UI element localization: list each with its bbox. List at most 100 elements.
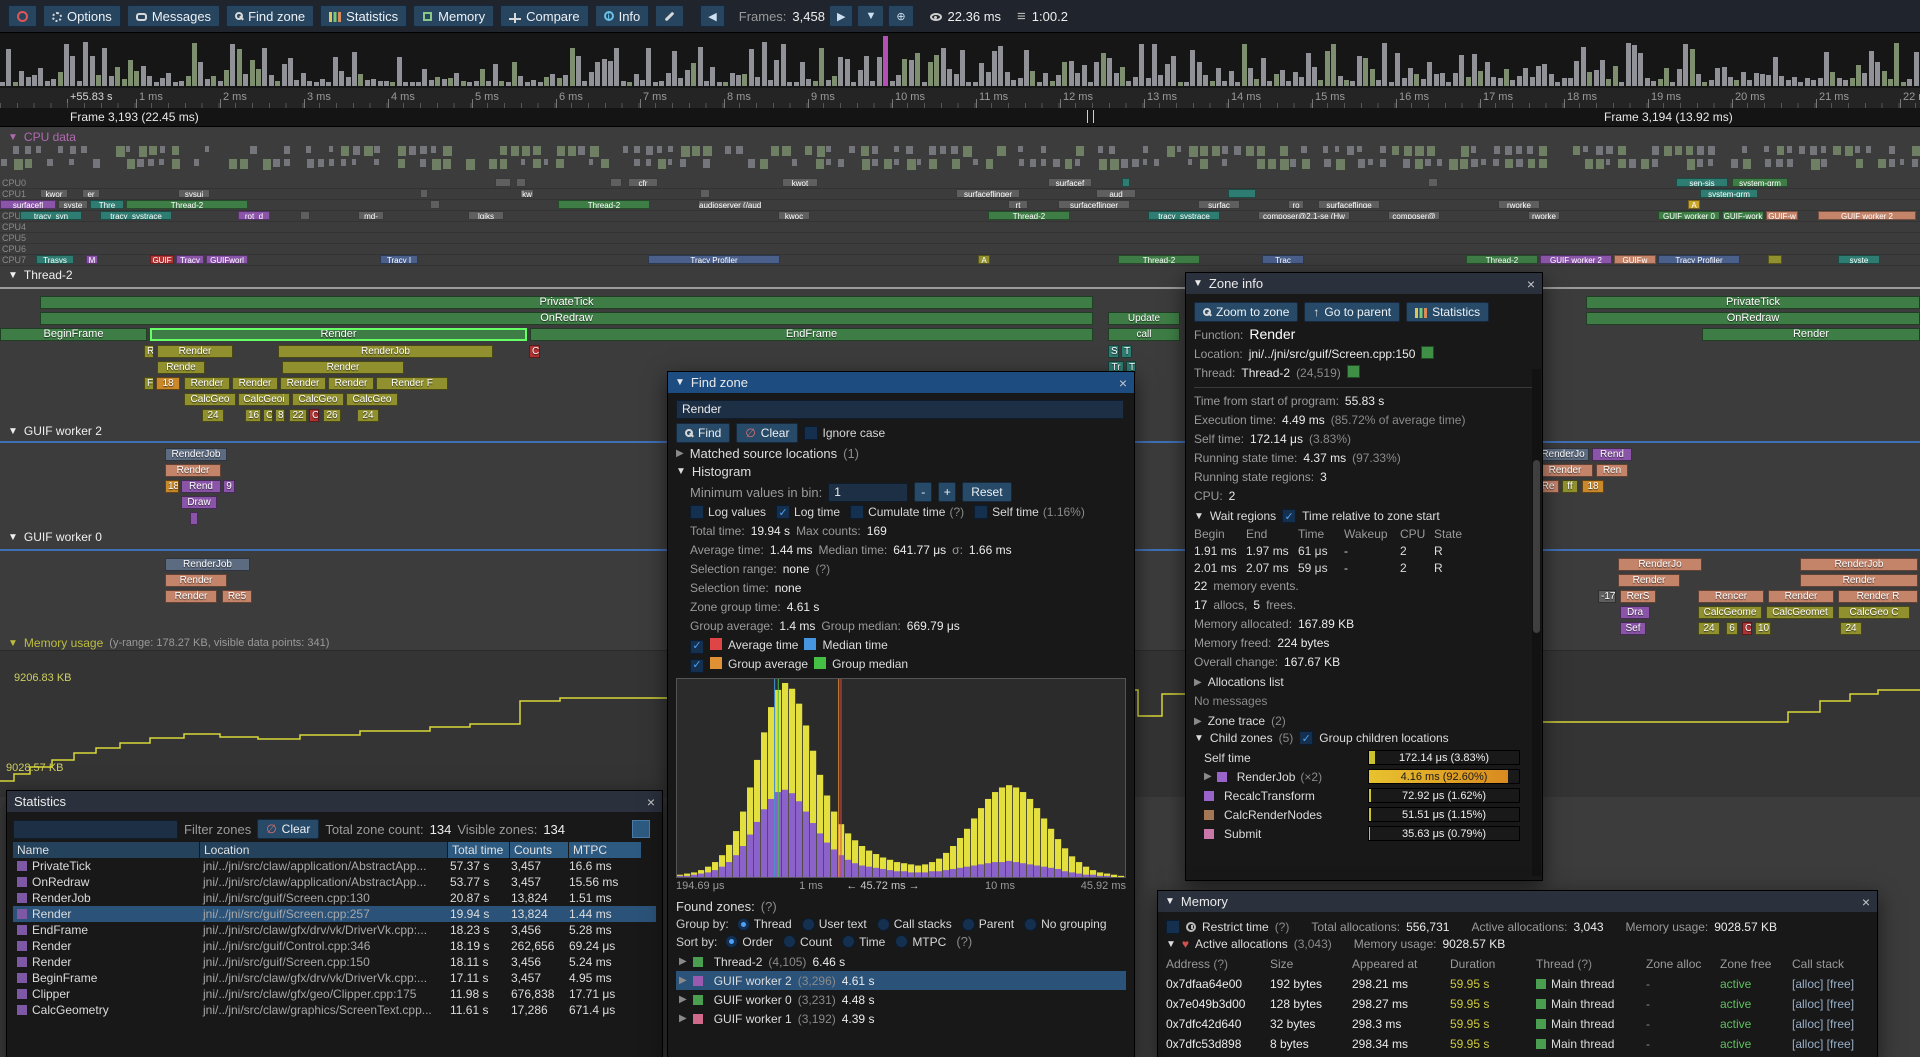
- cpu-zone[interactable]: tracy_systrace: [1148, 211, 1220, 220]
- toggle-log-values[interactable]: Log values: [690, 505, 766, 519]
- zone-beginframe[interactable]: BeginFrame: [0, 328, 147, 341]
- cpu-zone[interactable]: Trasys: [36, 255, 74, 264]
- cpu-zone[interactable]: rworke: [1498, 200, 1540, 209]
- cpu-zone[interactable]: ro: [1288, 200, 1304, 209]
- stats-row[interactable]: CalcGeometry jni/../jni/src/claw/graphics…: [13, 1002, 656, 1018]
- cpu-zone[interactable]: kwor: [40, 189, 68, 198]
- zone-rend[interactable]: Rend: [181, 480, 221, 493]
- zone-group-row[interactable]: ▶ GUIF worker 2 (3,296) 4.61 s: [676, 971, 1126, 990]
- cpu-zone[interactable]: Tracy: [176, 255, 204, 264]
- matched-source-locations[interactable]: ▶ Matched source locations (1): [676, 446, 860, 461]
- zone-onredraw[interactable]: OnRedraw: [1586, 312, 1920, 325]
- search-input[interactable]: Render: [676, 400, 1124, 419]
- cpu-zone[interactable]: Tracy Profiler: [1658, 255, 1740, 264]
- stats-row[interactable]: PrivateTick jni/../jni/src/claw/applicati…: [13, 858, 656, 874]
- zone-onredraw[interactable]: OnRedraw: [40, 312, 1093, 325]
- close-icon[interactable]: ×: [1526, 275, 1535, 292]
- cpu-zone[interactable]: system-grm: [1732, 178, 1788, 187]
- sort-by-order[interactable]: Order: [725, 935, 773, 949]
- memory-usage-header[interactable]: ▼ Memory usage (y-range: 178.27 KB, visibl…: [8, 636, 330, 650]
- zone-renderjo[interactable]: RenderJo: [1537, 448, 1589, 461]
- cpu-zone[interactable]: Tracy I: [380, 255, 418, 264]
- zone-18[interactable]: 18: [165, 480, 179, 493]
- zone-render[interactable]: Render: [150, 328, 527, 341]
- cpu-zone[interactable]: GUIF: [150, 255, 174, 264]
- cpu-zone[interactable]: rt: [1008, 200, 1028, 209]
- cpu-zone[interactable]: GUIFworl: [206, 255, 248, 264]
- cpu-zone[interactable]: surfac: [1198, 200, 1240, 209]
- cpu-zone[interactable]: kwoc: [778, 211, 810, 220]
- memory-button[interactable]: Memory: [413, 5, 495, 27]
- cpu-zone[interactable]: Thre: [90, 200, 124, 209]
- zone-trace[interactable]: ▶ Zone trace (2): [1194, 714, 1286, 728]
- frame-overview-strip[interactable]: [0, 33, 1920, 89]
- zone-render[interactable]: Render: [1537, 464, 1593, 477]
- zone-calcgeome[interactable]: CalcGeome: [1698, 606, 1762, 619]
- cpu-zone[interactable]: [516, 178, 526, 187]
- sort-by-count[interactable]: Count: [783, 935, 832, 949]
- cpu-zone[interactable]: Thread-2: [558, 200, 650, 209]
- filter-zones-input[interactable]: [13, 819, 178, 839]
- close-icon[interactable]: ×: [1118, 374, 1127, 391]
- cpu-zone[interactable]: Thread-2: [1466, 255, 1538, 264]
- memory-titlebar[interactable]: ▼ Memory ×: [1158, 891, 1877, 912]
- zone-c[interactable]: C: [263, 409, 273, 422]
- zoom-to-zone-button[interactable]: Zoom to zone: [1194, 302, 1299, 322]
- source-file-button[interactable]: [1421, 346, 1435, 359]
- relative-time-checkbox[interactable]: ✓: [1282, 509, 1297, 523]
- allocation-row[interactable]: 0x7dfaa64e00 192 bytes 298.21 ms 59.95 s Mai…: [1166, 977, 1855, 991]
- zone-9[interactable]: 9: [223, 480, 235, 493]
- cpu-zone[interactable]: [1428, 178, 1438, 187]
- group-children-checkbox[interactable]: ✓: [1299, 731, 1314, 745]
- child-zone-row[interactable]: RecalcTransform 72.92 μs (1.62%): [1194, 786, 1534, 805]
- decrement-button[interactable]: -: [914, 482, 933, 502]
- zone-render[interactable]: Render: [232, 377, 278, 390]
- tools-button[interactable]: [655, 5, 685, 27]
- zone-renderjob[interactable]: RenderJob: [1800, 558, 1918, 571]
- cpu-zone[interactable]: [1228, 189, 1256, 198]
- cpu-zone[interactable]: surfaceflinger: [1058, 200, 1130, 209]
- cpu-zone[interactable]: er: [82, 189, 100, 198]
- scrollbar[interactable]: [1532, 369, 1541, 876]
- zone-calcgeo[interactable]: CalcGeo: [346, 393, 398, 406]
- histogram-section-header[interactable]: ▼ Histogram: [676, 464, 752, 479]
- group-by-no-grouping[interactable]: No grouping: [1024, 917, 1107, 931]
- allocation-row[interactable]: 0x7dfc53d898 8 bytes 298.34 ms 59.95 s Main …: [1166, 1037, 1855, 1051]
- cpu-data-header[interactable]: ▼ CPU data: [8, 130, 76, 144]
- zone-calcgeomet[interactable]: CalcGeomet: [1766, 606, 1834, 619]
- zone-ff[interactable]: ff: [1562, 480, 1578, 493]
- cpu-zone[interactable]: composer@: [1388, 211, 1440, 220]
- zone-c[interactable]: C: [529, 345, 540, 358]
- statistics-button[interactable]: Statistics: [1406, 302, 1490, 322]
- cpu-zone[interactable]: tracy_syn: [20, 211, 82, 220]
- zone-endframe[interactable]: EndFrame: [530, 328, 1093, 341]
- zone-group-row[interactable]: ▶ Thread-2 (4,105) 6.46 s: [679, 954, 846, 969]
- group-by-call-stacks[interactable]: Call stacks: [876, 917, 952, 931]
- cpu-zone[interactable]: [700, 189, 710, 198]
- active-allocations-header[interactable]: ▼ ♥ Active allocations (3,043) Memory us…: [1166, 937, 1506, 951]
- thread-color-button[interactable]: [1346, 365, 1360, 378]
- zone-render[interactable]: Render: [165, 590, 217, 603]
- stats-row[interactable]: Clipper jni/../jni/src/claw/gfx/geo/Clipp…: [13, 986, 656, 1002]
- zoom-fit-button[interactable]: ▼: [857, 5, 885, 27]
- zone-call[interactable]: call: [1108, 328, 1180, 341]
- previous-frame-button[interactable]: ◀: [700, 5, 725, 27]
- cpu-zone[interactable]: sysui: [178, 189, 210, 198]
- group-by-user-text[interactable]: User text: [801, 917, 867, 931]
- zone-rende[interactable]: Rende: [157, 361, 205, 374]
- reset-button[interactable]: Reset: [962, 482, 1012, 502]
- cpu-zone[interactable]: syste: [58, 200, 88, 209]
- cpu-zone[interactable]: GUIF worker 2: [1818, 211, 1916, 220]
- zone-10[interactable]: 10: [1755, 622, 1771, 635]
- collapse-icon[interactable]: ▼: [675, 377, 685, 388]
- cpu-zone[interactable]: surfacef: [1048, 178, 1092, 187]
- zone-t[interactable]: T: [1121, 345, 1132, 358]
- info-button[interactable]: i Info: [594, 5, 650, 27]
- messages-button[interactable]: Messages: [126, 5, 221, 27]
- cpu-zone[interactable]: Thread-2: [126, 200, 248, 209]
- collapse-icon[interactable]: ▼: [1165, 896, 1175, 907]
- series-checkbox[interactable]: ✓: [690, 639, 704, 654]
- zone-18[interactable]: 18: [1582, 480, 1604, 493]
- ignore-case-checkbox[interactable]: Ignore case: [804, 426, 885, 440]
- cpu-zone[interactable]: Trac: [1262, 255, 1304, 264]
